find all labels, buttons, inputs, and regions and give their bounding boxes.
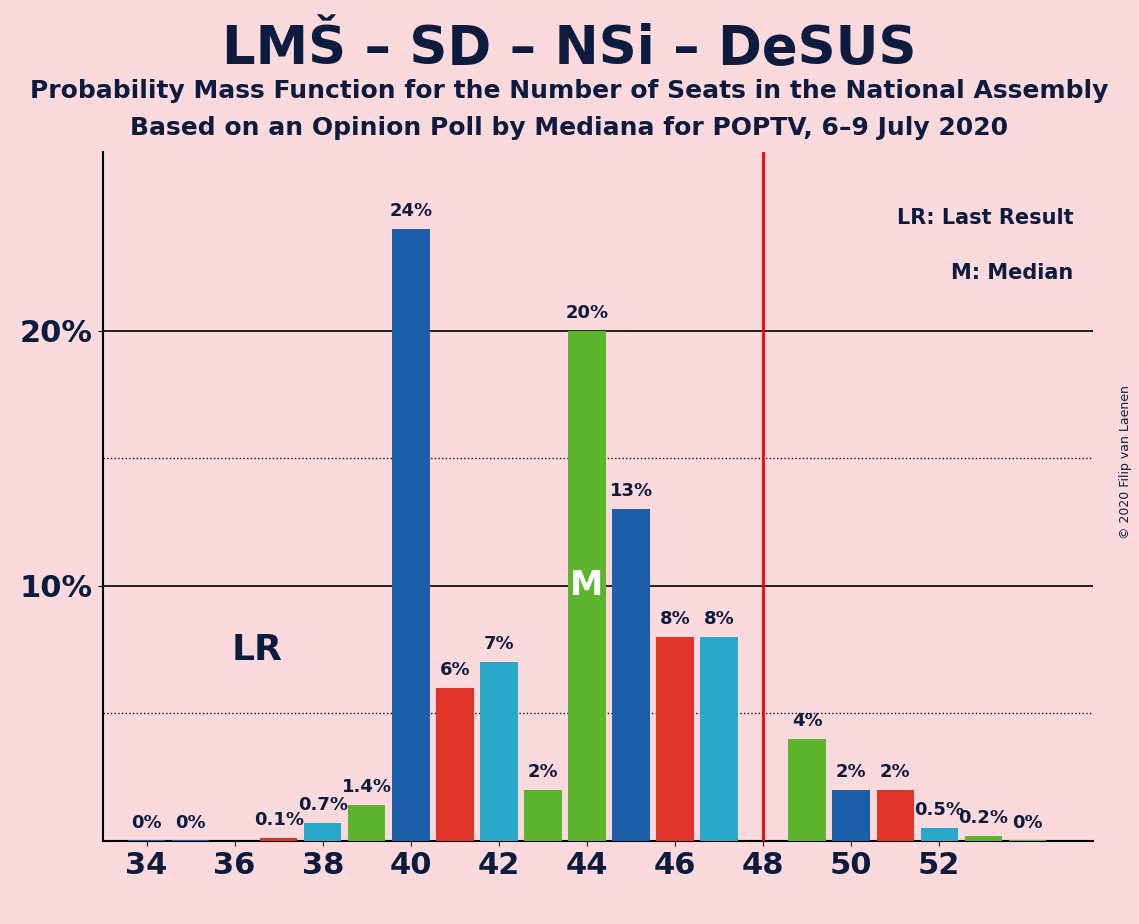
- Text: Based on an Opinion Poll by Mediana for POPTV, 6–9 July 2020: Based on an Opinion Poll by Mediana for …: [131, 116, 1008, 140]
- Bar: [1009, 840, 1046, 841]
- Text: 1.4%: 1.4%: [342, 778, 392, 796]
- Text: LMŠ – SD – NSi – DeSUS: LMŠ – SD – NSi – DeSUS: [222, 23, 917, 75]
- Bar: [349, 805, 385, 841]
- Bar: [877, 790, 913, 841]
- Bar: [920, 828, 958, 841]
- Bar: [392, 229, 429, 841]
- Text: 2%: 2%: [836, 763, 867, 781]
- Bar: [260, 838, 297, 841]
- Text: 0.7%: 0.7%: [297, 796, 347, 814]
- Bar: [304, 823, 342, 841]
- Text: 7%: 7%: [484, 636, 514, 653]
- Bar: [788, 739, 826, 841]
- Text: 8%: 8%: [659, 610, 690, 628]
- Text: 6%: 6%: [440, 661, 470, 679]
- Text: Probability Mass Function for the Number of Seats in the National Assembly: Probability Mass Function for the Number…: [31, 79, 1108, 103]
- Text: 2%: 2%: [527, 763, 558, 781]
- Text: 13%: 13%: [609, 482, 653, 501]
- Text: 0.5%: 0.5%: [915, 801, 965, 820]
- Text: M: Median: M: Median: [951, 262, 1074, 283]
- Bar: [481, 663, 517, 841]
- Bar: [613, 509, 649, 841]
- Bar: [965, 835, 1002, 841]
- Text: 2%: 2%: [880, 763, 910, 781]
- Bar: [568, 331, 606, 841]
- Text: 0.1%: 0.1%: [254, 811, 304, 830]
- Text: LR: Last Result: LR: Last Result: [898, 208, 1074, 227]
- Bar: [524, 790, 562, 841]
- Text: 8%: 8%: [704, 610, 735, 628]
- Bar: [833, 790, 870, 841]
- Text: 4%: 4%: [792, 711, 822, 730]
- Text: M: M: [571, 569, 604, 602]
- Bar: [172, 840, 210, 841]
- Bar: [656, 637, 694, 841]
- Text: © 2020 Filip van Laenen: © 2020 Filip van Laenen: [1118, 385, 1132, 539]
- Text: 24%: 24%: [390, 202, 433, 220]
- Bar: [128, 840, 165, 841]
- Text: 20%: 20%: [565, 304, 608, 322]
- Text: LR: LR: [231, 633, 282, 666]
- Bar: [700, 637, 738, 841]
- Text: 0.2%: 0.2%: [958, 808, 1008, 827]
- Text: 0%: 0%: [131, 814, 162, 832]
- Text: 0%: 0%: [1013, 814, 1042, 832]
- Text: 0%: 0%: [175, 814, 206, 832]
- Bar: [436, 687, 474, 841]
